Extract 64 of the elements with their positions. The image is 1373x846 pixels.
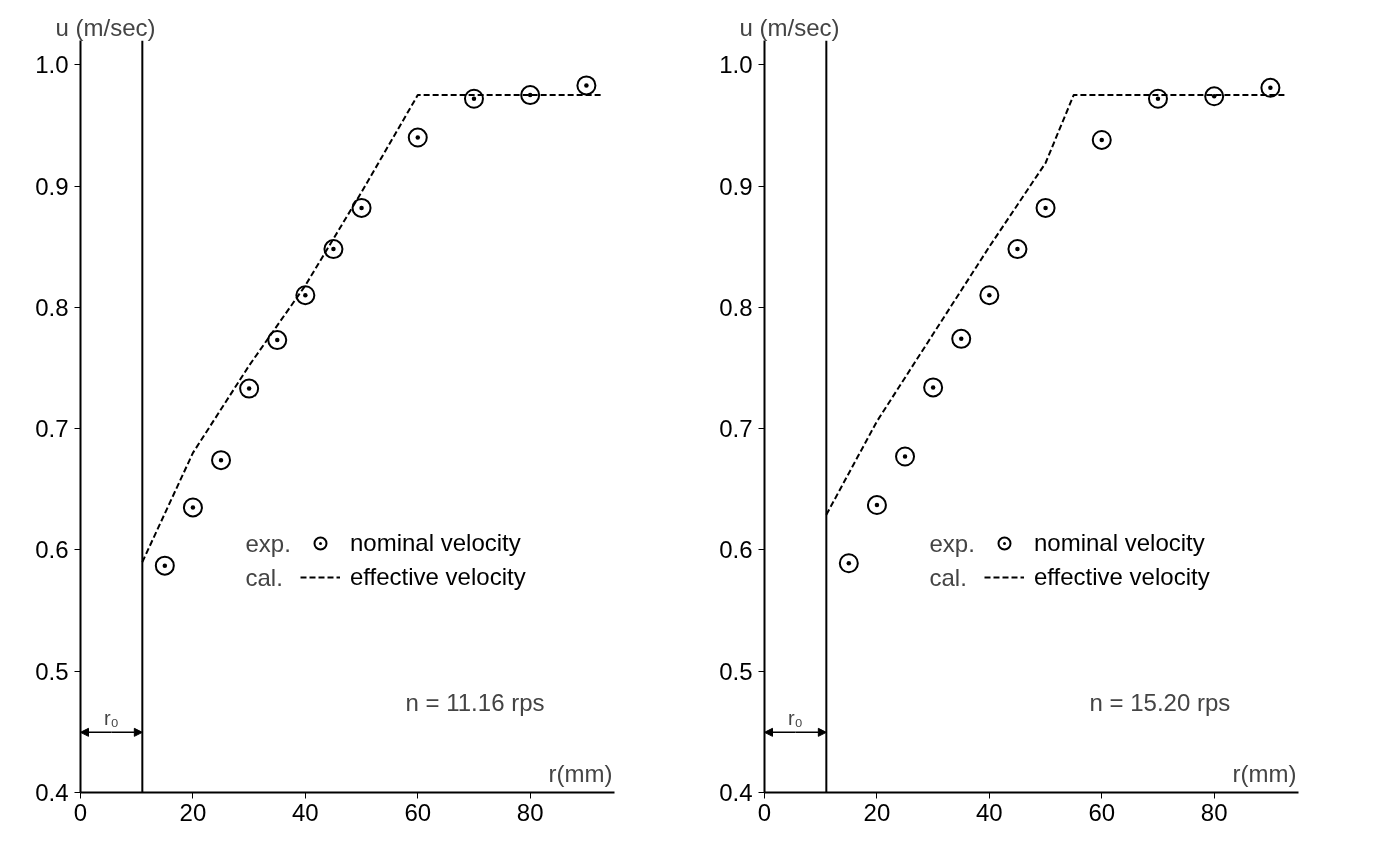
ref-line-label: r₀ [103,707,119,730]
y-tick-label: 1.0 [35,51,69,79]
point [351,197,372,218]
x-tick-label: 40 [291,798,319,826]
annotation: exp. [929,530,975,557]
annotation: n = 11.16 rps [405,689,545,716]
x-tick-label: 20 [179,798,207,826]
annotation: n = 15.20 rps [1089,689,1231,716]
x-tick-label: 0 [73,798,88,826]
point [520,85,541,106]
point [182,497,203,518]
y-tick-label: 1.0 [719,51,753,79]
y-tick-label: 0.6 [35,536,69,564]
point [267,330,288,351]
y-tick-label: 0.4 [35,779,69,806]
y-tick-label: 0.7 [719,415,753,443]
y-tick-label: 0.5 [35,657,69,685]
point [1204,86,1225,107]
x-tick-label: 80 [1200,798,1228,826]
point [1091,129,1112,150]
x-axis-title: r(mm) [548,759,613,787]
x-tick-label: 40 [975,798,1003,826]
point [895,446,916,467]
point [295,285,316,306]
point [407,127,428,148]
x-tick-label: 80 [516,798,544,826]
point [1007,239,1028,260]
point [154,555,175,576]
point [463,88,484,109]
point [923,377,944,398]
legend-label: effective velocity [350,562,526,592]
x-tick-label: 60 [404,798,432,826]
point [576,75,597,96]
x-tick-label: 60 [1088,798,1116,826]
point [239,378,260,399]
x-tick-label: 20 [863,798,891,826]
y-tick-label: 0.9 [719,172,753,200]
y-tick-label: 0.8 [719,293,753,321]
point [838,553,859,574]
y-tick-label: 0.8 [35,293,69,321]
point [1035,197,1056,218]
y-axis-title: u (m/sec) [739,13,840,41]
point [211,450,232,471]
x-axis-title: r(mm) [1232,759,1297,787]
point [951,328,972,349]
annotation: cal. [245,564,283,591]
point [1147,88,1168,109]
x-tick-label: 0 [757,798,772,826]
y-axis-title: u (m/sec) [55,13,156,41]
legend-label: nominal velocity [350,528,521,558]
y-tick-label: 0.7 [35,415,69,443]
point [323,239,344,260]
y-tick-label: 0.4 [719,779,753,806]
ref-line-label: r₀ [787,707,803,730]
point [866,495,887,516]
y-tick-label: 0.9 [35,172,69,200]
annotation: cal. [929,564,967,591]
annotation: exp. [245,530,291,557]
point [979,285,1000,306]
y-tick-label: 0.6 [719,536,753,564]
legend-label: nominal velocity [1034,528,1205,558]
legend-label: effective velocity [1034,562,1210,592]
y-tick-label: 0.5 [719,657,753,685]
point [1260,77,1281,98]
